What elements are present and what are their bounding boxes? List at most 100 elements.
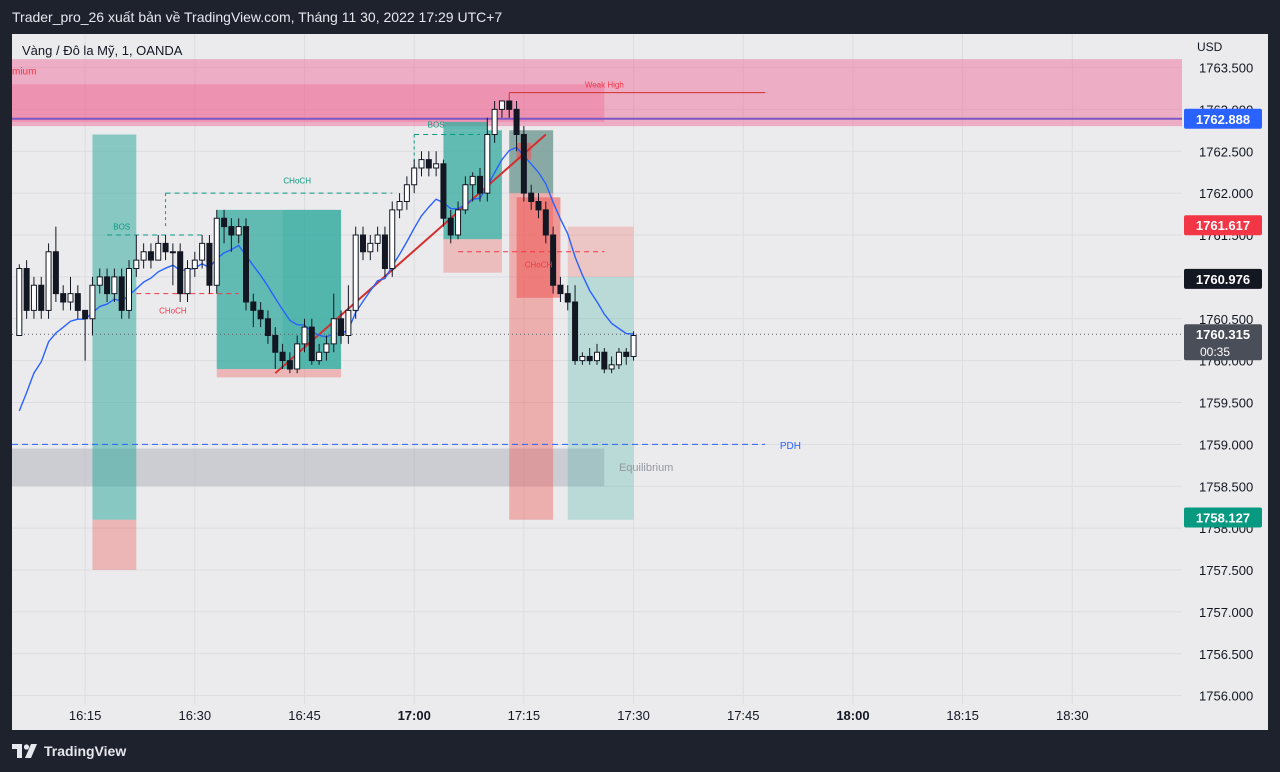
candle-body [104,276,111,295]
price-tick-label[interactable]: 1762.000 [1199,186,1253,201]
candle [169,243,176,286]
candle [542,201,549,244]
price-tick-label[interactable]: 1758.500 [1199,479,1253,494]
time-tick-label[interactable]: 16:45 [288,708,321,723]
candle [586,348,593,365]
candle-body [542,209,549,236]
candle-body [630,335,637,357]
candle-body [615,351,622,366]
candle-body [462,184,469,211]
price-tick-label[interactable]: 1757.000 [1199,605,1253,620]
price-chart[interactable]: mium Weak High CHoCH BOS CHoCH BOS CHoCH PDH Equ… [12,34,1268,730]
candle [506,100,513,118]
price-badge[interactable]: 1761.617 [1184,215,1262,236]
choch-label-3: CHoCH [525,260,553,269]
price-tick-label[interactable]: 1756.000 [1199,689,1253,704]
candle [294,335,301,374]
price-tick-label[interactable]: 1757.500 [1199,563,1253,578]
candle-body [126,268,132,311]
time-tick-label[interactable]: 17:00 [398,708,431,723]
candle [213,209,220,294]
price-badge[interactable]: 1760.315 00:35 [1184,324,1262,361]
candle [440,159,447,227]
time-tick-label[interactable]: 18:30 [1056,708,1089,723]
candle-body [557,284,564,295]
chart-frame[interactable]: mium Weak High CHoCH BOS CHoCH BOS CHoCH PDH Equ… [12,34,1268,730]
equilibrium-label: Equilibrium [619,462,673,474]
price-badge[interactable]: 1762.888 [1184,108,1262,129]
candle [513,101,520,152]
trendline [274,133,547,374]
candle [264,310,271,344]
candle-body [579,355,586,362]
price-axis[interactable]: 1763.5001763.0001762.5001762.0001761.500… [1184,61,1262,704]
candle [243,218,249,311]
price-badge-value: 1761.617 [1196,218,1250,233]
candle [308,318,315,365]
candle [411,159,418,194]
price-badge-bg [1184,324,1262,361]
time-tick-label[interactable]: 17:45 [727,708,760,723]
candle [133,235,140,277]
time-tick-label[interactable]: 17:30 [617,708,650,723]
candle-body [389,209,396,269]
candle [338,310,345,344]
candle [177,243,184,302]
candle [279,343,286,369]
candle [82,309,89,361]
candle [557,276,564,302]
candle [191,251,198,277]
price-badge[interactable]: 1760.976 [1184,268,1262,289]
candle-body [418,159,425,169]
time-tick-label[interactable]: 16:30 [179,708,212,723]
candle [206,235,213,294]
time-tick-label[interactable]: 16:15 [69,708,102,723]
price-badge-value: 1758.127 [1196,510,1250,525]
candle-body [381,234,388,269]
candle-body [506,100,513,110]
candle-body [477,175,483,194]
price-badge[interactable]: 1758.127 [1184,507,1262,528]
candle [74,285,81,319]
time-tick-label[interactable]: 17:15 [508,708,541,723]
time-axis[interactable]: 16:15 16:30 16:45 17:00 17:15 17:30 17:45 18:00… [69,708,1089,723]
time-tick-label[interactable]: 18:00 [836,708,869,723]
candle [455,201,462,240]
price-tick-label[interactable]: 1759.500 [1199,396,1253,411]
candle-body [433,163,440,169]
candle [16,264,23,336]
weak-high-label: Weak High [585,80,624,89]
bull-box-2 [216,209,342,369]
price-tick-label[interactable]: 1762.500 [1199,144,1253,159]
choch-label-2: CHoCH [159,306,187,315]
candle [403,176,410,210]
time-tick-label[interactable]: 18:15 [946,708,979,723]
bos-label-2: BOS [428,120,445,129]
candle-body [345,309,352,336]
candle-body [67,293,74,303]
zones [12,59,1182,570]
candle [330,293,337,353]
candles [16,100,637,374]
brand[interactable]: TradingView [12,736,126,766]
price-tick-label[interactable]: 1763.500 [1199,61,1253,76]
choch-label-1: CHoCH [283,177,311,186]
candle-body [111,276,118,295]
candle [67,276,74,311]
candle [550,226,557,294]
candle [374,226,381,252]
candle-body [520,134,527,194]
price-tick-label[interactable]: 1759.000 [1199,437,1253,452]
candle [228,218,235,252]
price-badge-value: 1760.315 [1196,327,1250,342]
candle [286,352,293,374]
candle-body [572,301,579,362]
candle [352,226,359,319]
price-tick-label[interactable]: 1760.500 [1199,312,1253,327]
candle-body [594,351,600,362]
candle [345,285,352,344]
price-tick-label[interactable]: 1756.500 [1199,647,1253,662]
candle-body [16,268,23,336]
candle-body [403,184,410,202]
candle-body [352,234,359,311]
